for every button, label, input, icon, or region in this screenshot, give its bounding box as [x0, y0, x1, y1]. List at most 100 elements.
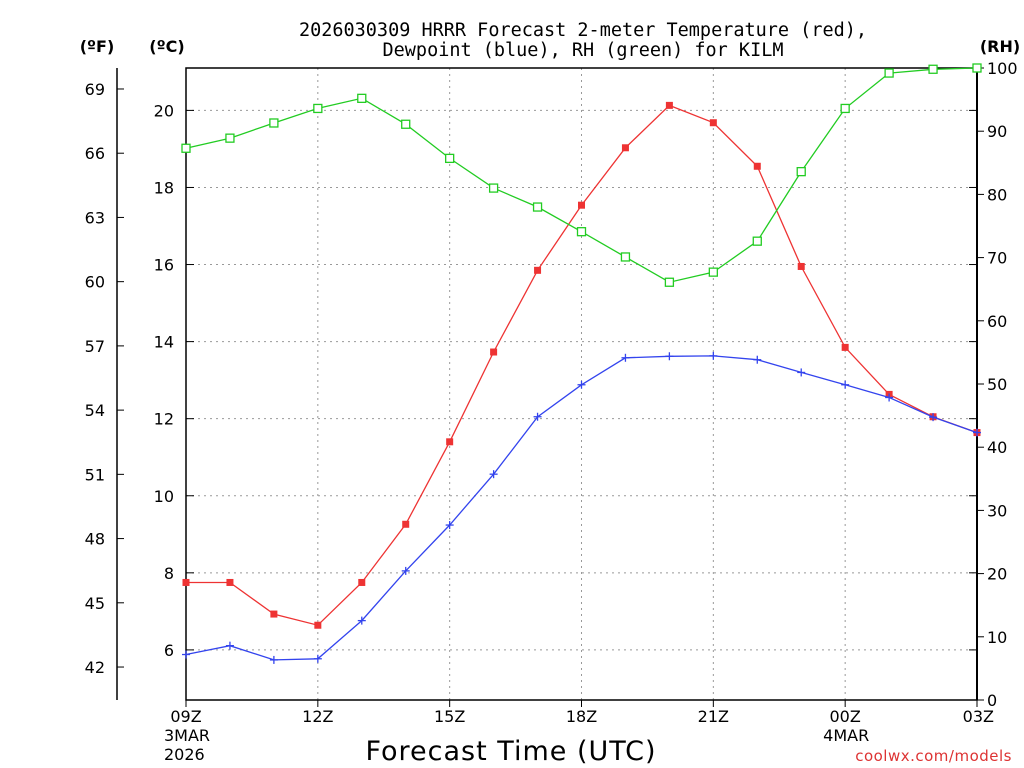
rh-point [532, 202, 543, 212]
dewpoint-point [313, 654, 322, 663]
dewpoint-point [577, 380, 586, 389]
rh-point [884, 68, 894, 78]
temperature-point [841, 343, 849, 351]
dewpoint-point [269, 655, 278, 664]
series-rh [181, 63, 982, 287]
rh-point [972, 63, 982, 73]
rh-point [401, 119, 411, 129]
rh-point [225, 133, 235, 143]
rh-tick-label: 100 [987, 59, 1018, 78]
rh-tick-label: 30 [987, 501, 1007, 520]
rh-point [576, 227, 587, 237]
fahrenheit-tick-label: 42 [85, 658, 105, 677]
dewpoint-point [797, 368, 806, 377]
x-tick-year-label: 2026 [164, 745, 205, 764]
dewpoint-point [753, 355, 762, 364]
credit-link[interactable]: coolwx.com/models [855, 747, 1012, 765]
dewpoint-point [489, 470, 498, 479]
rh-tick-label: 0 [987, 691, 997, 710]
fahrenheit-tick-label: 48 [85, 530, 105, 549]
celsius-tick-label: 6 [164, 641, 174, 660]
rh-tick-label: 60 [987, 312, 1007, 331]
celsius-tick-label: 14 [154, 333, 174, 352]
rh-tick-label: 70 [987, 249, 1007, 268]
chart-title-line2: Dewpoint (blue), RH (green) for KILM [383, 40, 784, 61]
celsius-tick-label: 16 [154, 256, 174, 275]
rh-point [620, 252, 631, 262]
dewpoint-point [401, 566, 410, 575]
temperature-point [578, 201, 585, 209]
rh-unit-label: (RH) [980, 37, 1020, 56]
rh-point [664, 277, 675, 287]
x-tick-date-label: 3MAR [164, 726, 210, 745]
dewpoint-point [929, 413, 938, 422]
temperature-point [402, 520, 410, 528]
rh-point [708, 267, 718, 277]
dewpoint-point [885, 393, 894, 402]
rh-point [181, 143, 191, 153]
celsius-tick-label: 20 [154, 101, 174, 120]
x-axis-title: Forecast Time (UTC) [365, 736, 656, 767]
temperature-point [665, 101, 673, 109]
dewpoint-point [182, 650, 190, 659]
temperature-point [358, 578, 366, 586]
rh-point [313, 103, 323, 114]
dewpoint-point [665, 352, 674, 361]
rh-point [269, 118, 279, 128]
rh-tick-label: 40 [987, 438, 1007, 457]
fahrenheit-tick-label: 69 [85, 80, 105, 99]
x-tick-date-label: 4MAR [823, 726, 869, 745]
rh-line [185, 67, 978, 283]
series-dewpoint [182, 351, 981, 664]
rh-point [840, 103, 850, 114]
rh-tick-label: 10 [987, 628, 1007, 647]
rh-tick-label: 20 [987, 565, 1007, 584]
dewpoint-point [973, 428, 981, 437]
x-tick-label: 09Z [170, 707, 201, 726]
temperature-point [534, 266, 542, 274]
celsius-unit-label: (ºC) [149, 37, 184, 56]
dewpoint-point [445, 521, 454, 530]
celsius-tick-label: 18 [154, 178, 174, 197]
fahrenheit-tick-label: 54 [85, 401, 105, 420]
temperature-point [182, 578, 190, 586]
fahrenheit-tick-label: 63 [85, 208, 105, 227]
fahrenheit-tick-label: 60 [85, 273, 105, 292]
rh-point [752, 236, 762, 246]
dewpoint-point [621, 353, 630, 362]
rh-tick-label: 80 [987, 185, 1007, 204]
temperature-point [226, 578, 234, 586]
celsius-tick-label: 8 [164, 564, 174, 583]
fahrenheit-unit-label: (ºF) [80, 37, 115, 56]
rh-tick-label: 50 [987, 375, 1007, 394]
rh-point [928, 64, 938, 74]
temperature-point [797, 262, 805, 270]
temperature-point [621, 144, 629, 152]
x-tick-label: 00Z [830, 707, 861, 726]
fahrenheit-tick-label: 66 [85, 144, 105, 163]
temperature-point [490, 348, 498, 356]
chart-title-line1: 2026030309 HRRR Forecast 2-meter Tempera… [299, 20, 867, 41]
dewpoint-point [225, 641, 234, 650]
rh-point [796, 166, 806, 177]
fahrenheit-tick-label: 45 [85, 594, 105, 613]
x-tick-label: 15Z [434, 707, 465, 726]
temperature-point [446, 438, 454, 446]
temperature-point [709, 119, 717, 127]
dewpoint-point [841, 380, 850, 389]
temperature-point [314, 621, 322, 629]
x-tick-label: 18Z [566, 707, 597, 726]
dewpoint-point [533, 412, 542, 421]
temperature-point [270, 610, 278, 618]
series-temperature [182, 101, 981, 629]
x-tick-label: 12Z [302, 707, 333, 726]
temperature-point [753, 162, 761, 170]
x-tick-label: 21Z [698, 707, 729, 726]
dewpoint-point [709, 351, 718, 360]
dewpoint-point [357, 616, 366, 625]
series-layer [181, 63, 982, 664]
rh-tick-label: 90 [987, 122, 1007, 141]
rh-point [488, 183, 499, 193]
x-tick-label: 03Z [963, 707, 994, 726]
